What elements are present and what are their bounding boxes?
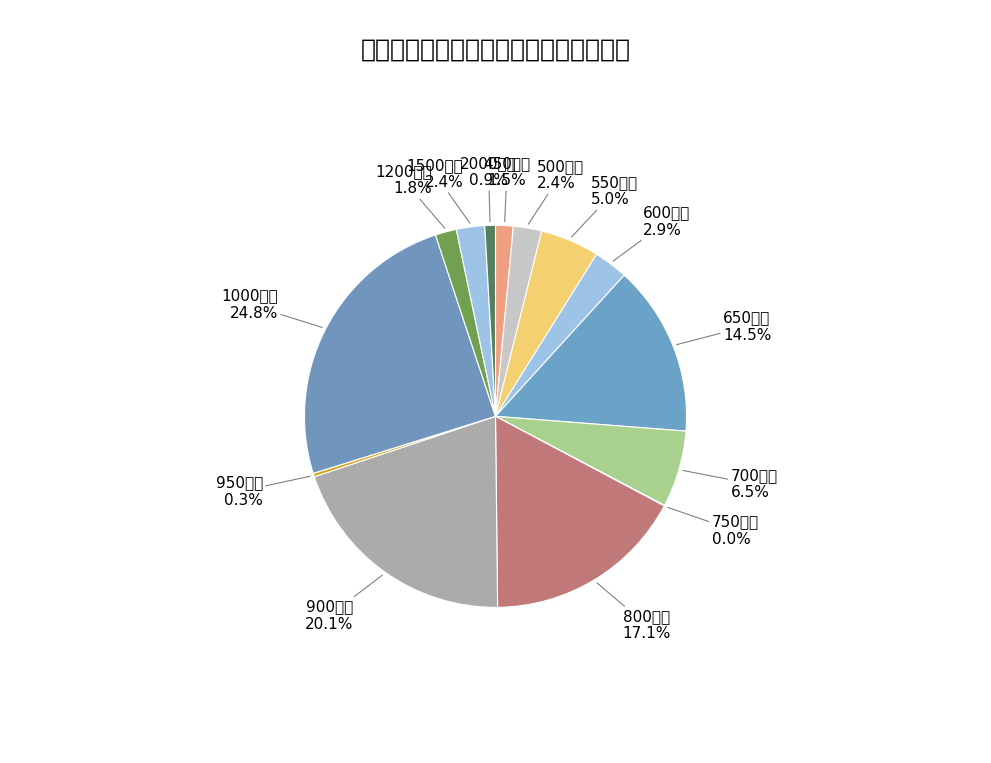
Text: 500万円
2.4%: 500万円 2.4% bbox=[528, 159, 584, 224]
Wedge shape bbox=[314, 417, 497, 607]
Text: 650万円
14.5%: 650万円 14.5% bbox=[677, 310, 771, 345]
Text: 600万円
2.9%: 600万円 2.9% bbox=[613, 205, 691, 261]
Wedge shape bbox=[496, 417, 686, 505]
Wedge shape bbox=[496, 254, 624, 417]
Wedge shape bbox=[496, 225, 513, 417]
Text: 800万円
17.1%: 800万円 17.1% bbox=[597, 583, 671, 642]
Text: 1200万円
1.8%: 1200万円 1.8% bbox=[376, 164, 445, 228]
Text: 2000万円
0.9%: 2000万円 0.9% bbox=[460, 156, 517, 221]
Wedge shape bbox=[313, 417, 496, 477]
Wedge shape bbox=[496, 275, 687, 431]
Wedge shape bbox=[456, 226, 496, 417]
Text: 1000万円
24.8%: 1000万円 24.8% bbox=[221, 288, 322, 327]
Text: 750万円
0.0%: 750万円 0.0% bbox=[668, 507, 759, 547]
Wedge shape bbox=[496, 417, 664, 607]
Text: 550万円
5.0%: 550万円 5.0% bbox=[572, 175, 638, 237]
Text: 900万円
20.1%: 900万円 20.1% bbox=[305, 575, 383, 632]
Text: 450万円
1.5%: 450万円 1.5% bbox=[484, 156, 530, 222]
Wedge shape bbox=[304, 235, 496, 473]
Title: データサイエンティストの年収（上限）: データサイエンティストの年収（上限） bbox=[361, 38, 630, 62]
Wedge shape bbox=[496, 417, 665, 506]
Text: 950万円
0.3%: 950万円 0.3% bbox=[216, 475, 310, 507]
Wedge shape bbox=[496, 226, 542, 417]
Text: 1500万円
2.4%: 1500万円 2.4% bbox=[406, 158, 470, 223]
Text: 700万円
6.5%: 700万円 6.5% bbox=[683, 468, 778, 501]
Wedge shape bbox=[496, 231, 597, 417]
Wedge shape bbox=[485, 225, 496, 417]
Wedge shape bbox=[435, 230, 496, 417]
